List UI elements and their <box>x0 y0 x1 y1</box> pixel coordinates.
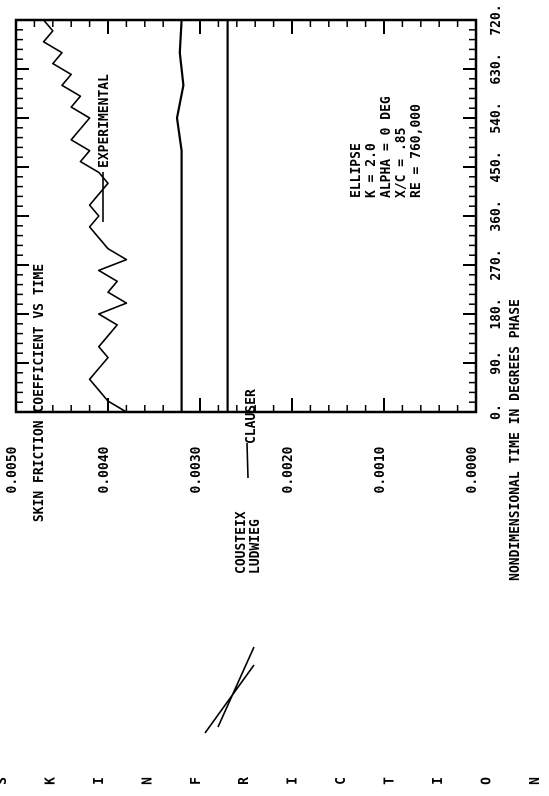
y-axis-label-char: N <box>528 777 543 785</box>
y-tick-label: 0.0000 <box>465 446 480 493</box>
x-tick-label: 720. <box>489 4 504 35</box>
x-tick-label: 270. <box>489 249 504 280</box>
annotation-param-line: RE = 760,000 <box>409 104 424 198</box>
x-tick-label: 90. <box>489 351 504 374</box>
y-tick-label: 0.0020 <box>281 446 296 493</box>
clauser-pointer <box>246 442 249 479</box>
x-axis-label: NONDIMENSIONAL TIME IN DEGREES PHASE <box>508 299 523 581</box>
chart-title: SKIN FRICTION COEFFICIENT VS TIME <box>32 264 47 522</box>
y-axis-label-char: I <box>286 777 301 785</box>
cousteix-pointer-2 <box>204 664 255 734</box>
annotation-cousteix: COUSTEIX <box>234 511 249 574</box>
x-tick-label: 450. <box>489 151 504 182</box>
x-tick-label: 180. <box>489 298 504 329</box>
y-axis-label-char: S <box>0 777 10 785</box>
x-tick-label: 360. <box>489 200 504 231</box>
y-axis-label-char: O <box>479 777 494 785</box>
x-axis-ticks: 0. 90. 180. 270. 360. 450. 540. 630. 720. <box>16 4 504 420</box>
annotation-ludwieg: LUDWIEG <box>248 519 263 574</box>
series-line-clauser <box>175 19 185 412</box>
annotation-experimental: EXPERIMENTAL <box>97 74 112 168</box>
y-axis-label-char: I <box>431 777 446 785</box>
annotation-pointers <box>102 172 255 734</box>
x-tick-label: 0. <box>489 404 504 420</box>
y-axis-label-char: I <box>92 777 107 785</box>
annotation-param-line: ELLIPSE <box>349 143 364 198</box>
y-axis-label-char: K <box>43 777 58 785</box>
annotation-param-line: K = 2.0 <box>364 143 379 198</box>
y-tick-label: 0.0050 <box>5 446 20 493</box>
y-tick-label: 0.0010 <box>373 446 388 493</box>
chart-texts: SKIN FRICTION COEFFICIENT VS TIME NONDIME… <box>0 74 543 785</box>
cousteix-pointer-1 <box>217 646 255 728</box>
y-axis-label-char: R <box>237 777 252 785</box>
y-axis-label-char: N <box>140 777 155 785</box>
series-lines <box>42 19 229 413</box>
x-tick-label: 540. <box>489 102 504 133</box>
y-axis-label-char: T <box>383 777 398 785</box>
annotation-param-line: X/C = .85 <box>394 128 409 198</box>
annotation-clauser: CLAUSER <box>244 389 259 444</box>
y-tick-label: 0.0030 <box>189 446 204 493</box>
y-axis-label-char: F <box>189 777 204 785</box>
y-axis-label-char: C <box>334 777 349 785</box>
series-line-experimental <box>42 19 128 413</box>
y-tick-label: 0.0040 <box>97 446 112 493</box>
annotation-param-line: ALPHA = 0 DEG <box>379 96 394 198</box>
x-tick-label: 630. <box>489 53 504 84</box>
